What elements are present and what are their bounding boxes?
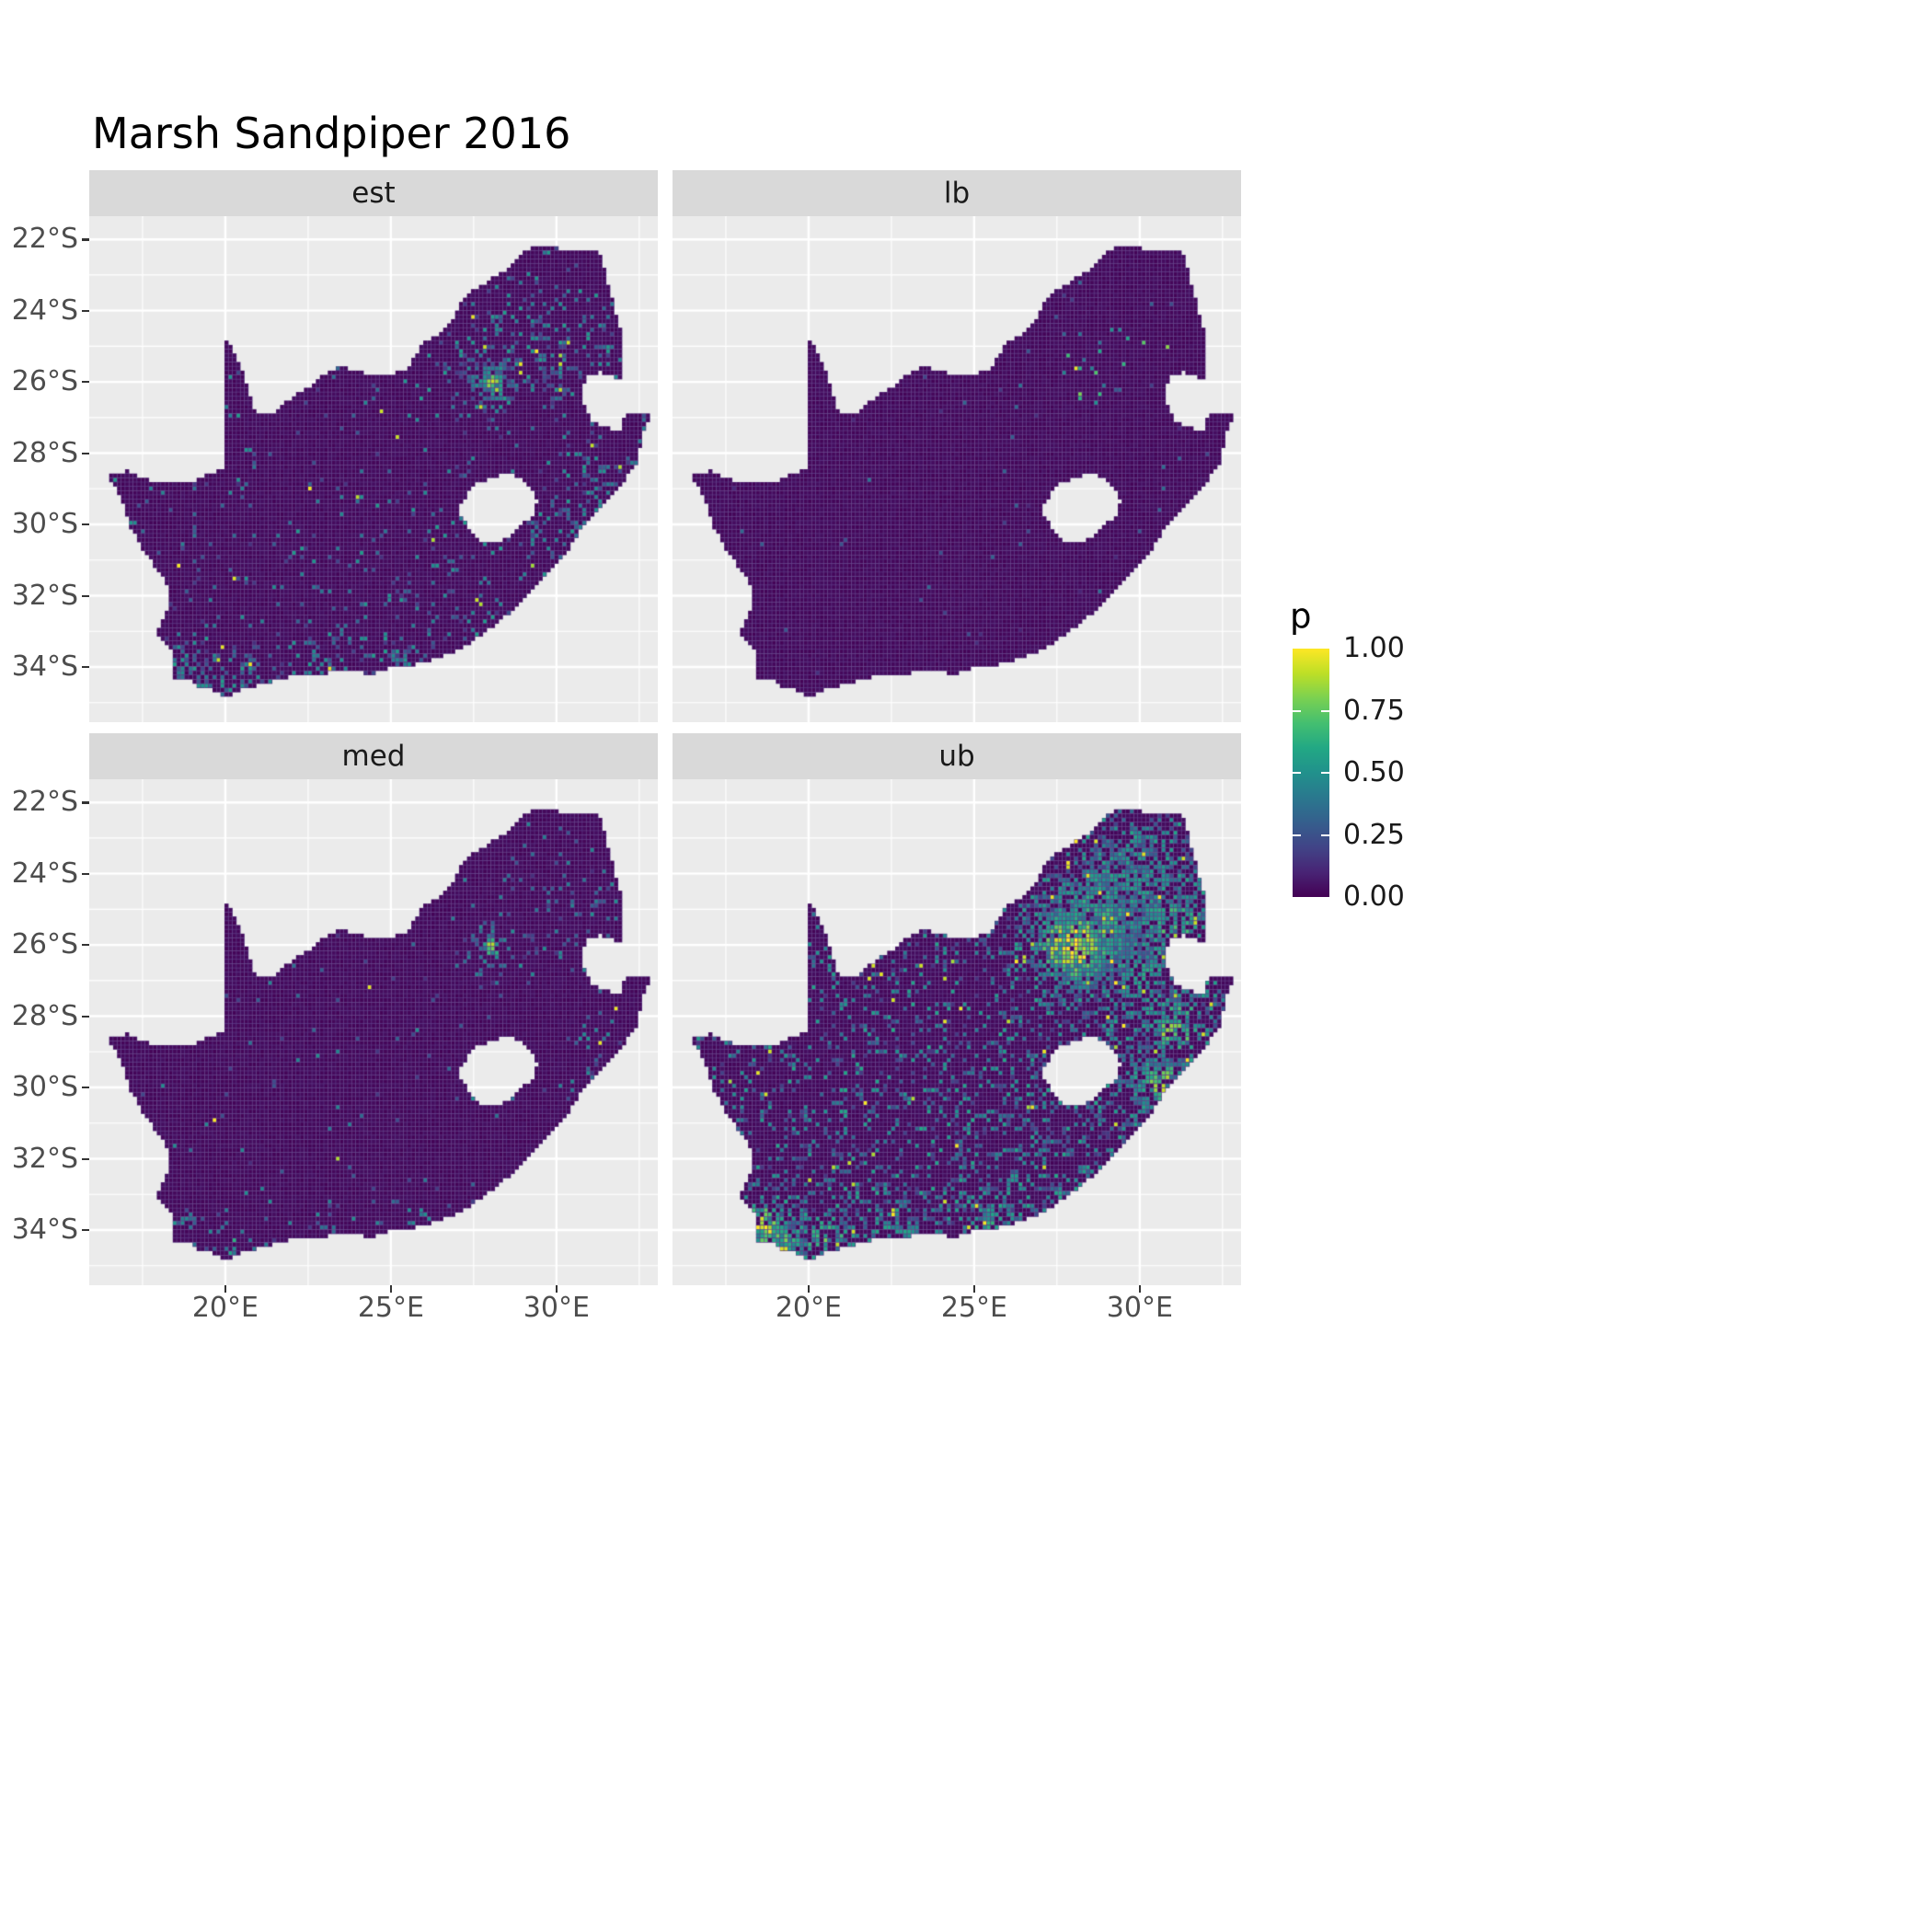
y-axis-tick-mark (82, 523, 89, 526)
y-axis-tick-mark (82, 381, 89, 384)
y-axis-tick-mark (82, 665, 89, 669)
y-axis-tick-mark (82, 872, 89, 876)
facet-label-lb: lb (943, 177, 971, 210)
y-axis-tick-label: 26°S (11, 365, 78, 398)
facet-strip-lb: lb (673, 170, 1241, 216)
legend-tick-label: 1.00 (1343, 632, 1405, 664)
y-axis-tick-label: 28°S (11, 999, 78, 1032)
facet-strip-est: est (89, 170, 658, 216)
y-axis-tick-mark (82, 238, 89, 241)
x-axis-tick-label: 25°E (357, 1292, 424, 1324)
legend-tick-mark (1321, 709, 1329, 712)
y-axis-tick-mark (82, 944, 89, 947)
map-panel-est (89, 216, 658, 722)
x-axis-tick-label: 30°E (1106, 1292, 1173, 1324)
y-axis-tick-mark (82, 1087, 89, 1089)
y-axis-tick-mark (82, 1157, 89, 1160)
facet-strip-ub: ub (673, 733, 1241, 779)
legend-tick-label: 0.75 (1343, 694, 1405, 727)
map-panel-med (89, 779, 658, 1285)
legend-tick-mark (1293, 709, 1301, 712)
y-axis-tick-label: 32°S (11, 579, 78, 612)
y-axis-tick-label: 32°S (11, 1142, 78, 1175)
x-axis-tick-mark (1138, 1285, 1142, 1293)
y-axis-tick-label: 34°S (11, 1213, 78, 1246)
map-panel-lb (673, 216, 1241, 722)
y-axis-tick-label: 24°S (11, 857, 78, 890)
legend-tick-label: 0.00 (1343, 880, 1405, 913)
y-axis-tick-mark (82, 801, 89, 804)
y-axis-tick-label: 24°S (11, 293, 78, 327)
x-axis-tick-mark (807, 1285, 811, 1293)
y-axis-tick-label: 22°S (11, 223, 78, 256)
y-axis-tick-label: 22°S (11, 786, 78, 819)
x-axis-tick-mark (972, 1285, 976, 1293)
legend-tick-mark (1321, 772, 1329, 774)
y-axis-tick-label: 34°S (11, 650, 78, 683)
y-axis-tick-label: 30°S (11, 508, 78, 541)
y-axis-tick-label: 28°S (11, 436, 78, 469)
facet-label-est: est (351, 177, 396, 210)
legend-title: p (1290, 596, 1312, 636)
legend-tick-label: 0.25 (1343, 818, 1405, 851)
y-axis-tick-mark (82, 1015, 89, 1018)
x-axis-tick-mark (224, 1285, 227, 1293)
legend-tick-mark (1321, 834, 1329, 836)
x-axis-tick-label: 25°E (940, 1292, 1007, 1324)
legend-tick-mark (1293, 772, 1301, 774)
y-axis-tick-mark (82, 452, 89, 454)
facet-strip-med: med (89, 733, 658, 779)
x-axis-tick-mark (555, 1285, 558, 1293)
legend-tick-mark (1293, 834, 1301, 836)
chart-title: Marsh Sandpiper 2016 (92, 109, 571, 158)
x-axis-tick-label: 20°E (191, 1292, 259, 1324)
y-axis-tick-label: 26°S (11, 928, 78, 961)
legend-tick-label: 0.50 (1343, 756, 1405, 788)
facet-label-med: med (341, 740, 406, 773)
y-axis-tick-label: 30°S (11, 1071, 78, 1104)
x-axis-tick-label: 30°E (523, 1292, 590, 1324)
facet-label-ub: ub (938, 740, 975, 773)
y-axis-tick-mark (82, 1228, 89, 1232)
x-axis-tick-label: 20°E (775, 1292, 842, 1324)
x-axis-tick-mark (389, 1285, 393, 1293)
y-axis-tick-mark (82, 594, 89, 597)
map-panel-ub (673, 779, 1241, 1285)
y-axis-tick-mark (82, 309, 89, 313)
